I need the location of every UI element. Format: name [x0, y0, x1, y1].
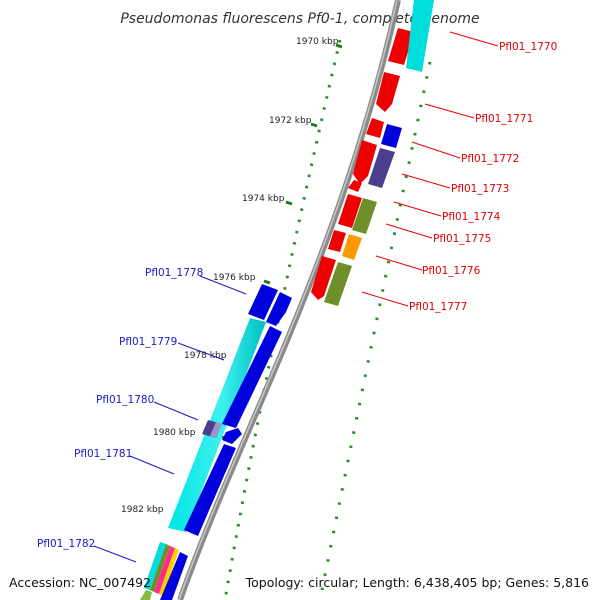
gene-label[interactable]: Pfl01_1771 [475, 113, 533, 125]
gene-pfl01-1778[interactable] [248, 284, 278, 320]
kbp-label: 1980 kbp [153, 428, 196, 438]
gene-fragment [348, 180, 362, 192]
gene-pfl01-1779[interactable] [222, 326, 282, 428]
kbp-label: 1970 kbp [296, 37, 339, 47]
gene-label[interactable]: Pfl01_1772 [461, 153, 519, 165]
gene-label[interactable]: Pfl01_1781 [74, 448, 132, 460]
gene-pfl01-1772[interactable] [366, 118, 384, 138]
gene-pfl01-1773[interactable] [353, 140, 377, 184]
gene-pfl01-1775[interactable] [328, 230, 346, 252]
gene-pfl01-1772-blue[interactable] [381, 124, 402, 148]
kbp-label: 1976 kbp [213, 273, 256, 283]
kbp-label: 1978 kbp [184, 351, 227, 361]
gene-label[interactable]: Pfl01_1776 [422, 265, 481, 277]
genome-summary-text: Topology: circular; Length: 6,438,405 bp… [245, 575, 589, 590]
gene-pfl01-1773-purple[interactable] [368, 148, 395, 188]
gene-pfl01-1771[interactable] [376, 72, 400, 112]
kbp-label: 1982 kbp [121, 505, 164, 515]
gene-pfl01-1770-cyan[interactable] [406, 0, 434, 72]
gene-pfl01-1780-blue[interactable] [222, 428, 242, 444]
leader-lines-right [361, 31, 499, 307]
gene-label[interactable]: Pfl01_1782 [37, 538, 95, 550]
gene-pfl01-1776[interactable] [311, 256, 336, 300]
gene-pfl01-1775-orange[interactable] [342, 234, 362, 260]
gene-label[interactable]: Pfl01_1774 [442, 211, 501, 223]
gene-pfl01-1781[interactable] [184, 444, 236, 536]
gene-pfl01-1776-olive[interactable] [324, 262, 352, 306]
kbp-label: 1974 kbp [242, 194, 285, 204]
gene-label[interactable]: Pfl01_1777 [409, 301, 467, 313]
gene-label[interactable]: Pfl01_1775 [433, 233, 491, 245]
gene-label[interactable]: Pfl01_1770 [499, 41, 557, 53]
gene-label[interactable]: Pfl01_1773 [451, 183, 509, 195]
gene-label[interactable]: Pfl01_1779 [119, 336, 177, 348]
genome-backbone [177, 0, 401, 600]
gene-pfl01-1770[interactable] [388, 28, 414, 65]
gene-pfl01-1782[interactable] [160, 552, 188, 600]
gene-pfl01-1778-arrow[interactable] [266, 292, 292, 326]
accession-text: Accession: NC_007492 [9, 575, 151, 590]
gene-pfl01-1774[interactable] [338, 194, 362, 228]
gene-pfl01-1774-olive[interactable] [352, 198, 377, 234]
leader-lines-left [93, 275, 247, 563]
kbp-label: 1972 kbp [269, 116, 312, 126]
gene-label[interactable]: Pfl01_1780 [96, 394, 154, 406]
gene-label[interactable]: Pfl01_1778 [145, 267, 203, 279]
